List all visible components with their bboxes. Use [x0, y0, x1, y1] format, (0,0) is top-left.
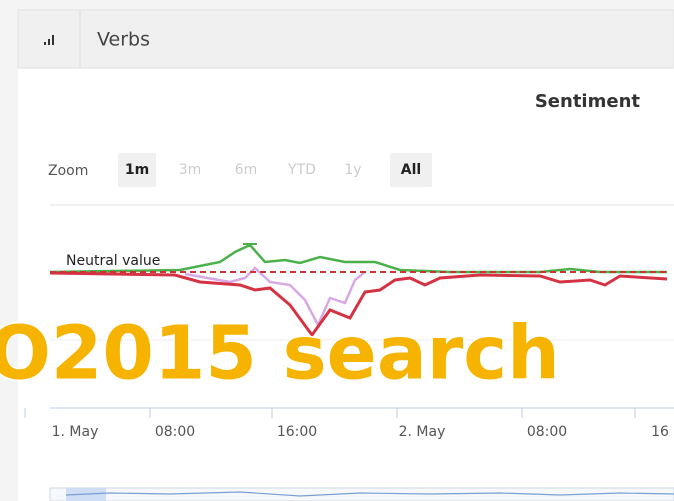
header-title: Verbs	[97, 29, 150, 51]
negative-line	[49, 271, 668, 338]
zoom-label: Zoom	[48, 163, 88, 179]
mixed-line	[184, 266, 366, 328]
zoom-option[interactable]: YTD	[287, 162, 316, 178]
zoom-button[interactable]	[336, 153, 370, 187]
overlay-text: O2015 search	[0, 311, 560, 397]
x-tick-label: 16	[651, 424, 669, 440]
x-tick-label: 16:00	[277, 424, 317, 440]
zoom-button[interactable]	[228, 153, 264, 187]
zoom-button[interactable]	[280, 153, 324, 187]
x-tick-label: 08:00	[155, 424, 195, 440]
annotation: Neutral value	[66, 253, 160, 269]
zoom-option[interactable]: All	[401, 162, 421, 178]
zoom-button[interactable]	[390, 153, 432, 187]
navigator	[49, 487, 674, 501]
zoom-option[interactable]: 6m	[235, 162, 258, 178]
panel-body	[18, 68, 674, 501]
zoom-option[interactable]: 3m	[179, 162, 202, 178]
zoom-button[interactable]	[118, 153, 156, 187]
chart-title: Sentiment	[535, 91, 641, 112]
x-tick-label: 2. May	[399, 424, 446, 440]
navigator-line	[65, 491, 674, 497]
x-labels: 1. May 08:00 16:00 2. May 08:00 16	[24, 408, 669, 440]
zoom-option[interactable]: 1m	[125, 162, 149, 178]
zoom-buttons: 1m 3m 6m YTD 1y All	[118, 153, 432, 187]
zoom-option[interactable]: 1y	[344, 162, 361, 178]
zoom-button[interactable]	[172, 153, 208, 187]
x-tick-label: 08:00	[527, 424, 567, 440]
x-tick-label: 1. May	[52, 424, 99, 440]
header-bar	[17, 9, 674, 69]
signal-icon	[44, 35, 54, 45]
